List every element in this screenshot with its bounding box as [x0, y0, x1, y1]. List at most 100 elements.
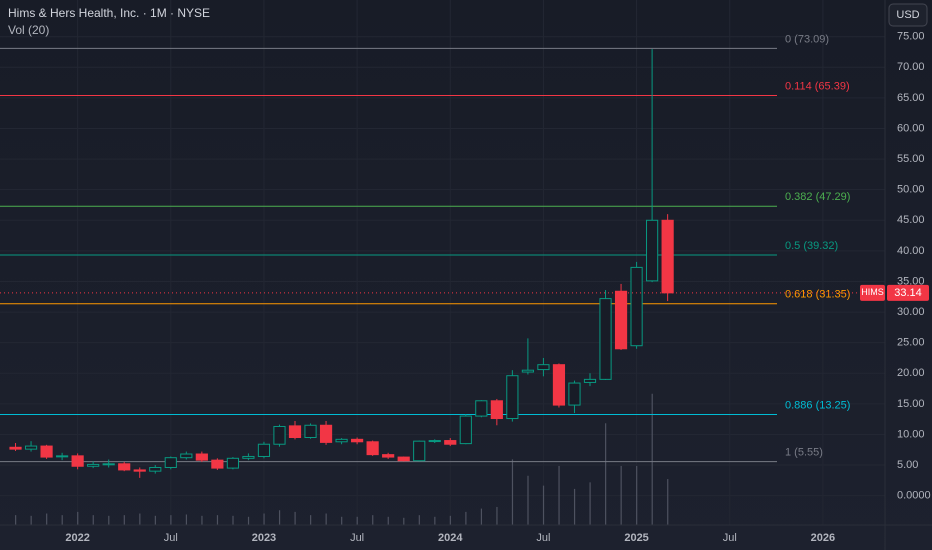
- candle-body: [9, 446, 22, 450]
- volume-bar: [449, 515, 451, 525]
- volume-bar: [310, 515, 312, 525]
- x-tick-label: Jul: [536, 532, 550, 544]
- price-tag: [887, 284, 929, 301]
- volume-bar: [30, 515, 32, 525]
- volume-bar: [651, 393, 653, 525]
- candle-body: [149, 466, 162, 472]
- candle-body: [56, 455, 69, 458]
- x-tick-label: Jul: [164, 532, 178, 544]
- axes: 0.0000 5.00 10.00 15.00 20.00 25.00 30.00 35.00…: [65, 31, 930, 544]
- volume-bar: [263, 513, 265, 525]
- candle-body: [646, 219, 659, 282]
- candle-body: [273, 425, 286, 445]
- volume-bar: [77, 511, 79, 525]
- candle-body: [102, 463, 115, 466]
- volume-bar: [154, 515, 156, 525]
- volume-bar: [123, 515, 125, 525]
- y-tick-label: 30.00: [897, 306, 925, 318]
- symbol-tag-label: HIMS: [861, 287, 884, 297]
- x-tick-label: 2025: [624, 532, 648, 544]
- candle-body: [661, 219, 674, 294]
- volume-bar: [278, 510, 281, 525]
- y-tick-label: 55.00: [897, 153, 925, 165]
- y-tick-label: 20.00: [897, 367, 925, 379]
- volume-bar: [232, 515, 234, 525]
- fib-label: 0.886 (13.25): [785, 399, 850, 411]
- volume-bar: [636, 465, 638, 525]
- volume-bar: [15, 515, 17, 525]
- fib-label: 0 (73.09): [785, 33, 829, 45]
- volume-bar: [92, 515, 94, 525]
- volume-bar: [201, 515, 203, 525]
- volume-bar: [620, 465, 622, 525]
- currency-button[interactable]: [888, 3, 928, 27]
- volume-bar: [558, 465, 560, 525]
- candle-body: [552, 364, 566, 406]
- candle-body: [490, 400, 503, 420]
- x-tick-label: 2023: [252, 532, 276, 544]
- x-tick-label: 2026: [811, 532, 835, 544]
- volume-bar: [511, 459, 514, 525]
- y-tick-label: 35.00: [897, 275, 925, 287]
- candle-body: [211, 459, 224, 469]
- y-tick-label: 25.00: [897, 337, 925, 349]
- volume-bar: [341, 516, 343, 525]
- x-tick-label: Jul: [350, 532, 364, 544]
- fib-label: 1 (5.55): [785, 447, 823, 459]
- candle-body: [304, 424, 317, 438]
- candle-body: [568, 382, 581, 406]
- y-tick-label: 50.00: [897, 184, 925, 196]
- volume-bar: [667, 479, 669, 525]
- candle-body: [459, 415, 472, 445]
- candle-body: [537, 364, 550, 371]
- candle-body: [288, 425, 302, 438]
- y-tick-label: 5.00: [897, 459, 918, 471]
- candle-body: [428, 440, 441, 443]
- volume-bar: [573, 488, 576, 525]
- candle-body: [180, 453, 193, 459]
- volume-bar: [605, 423, 607, 525]
- y-tick-label: 75.00: [897, 31, 925, 43]
- volume-layer: [15, 393, 669, 525]
- y-tick-label: 40.00: [897, 245, 925, 257]
- fib-label: 0.618 (31.35): [785, 289, 850, 301]
- volume-bar: [496, 506, 498, 525]
- candle-body: [40, 445, 53, 458]
- candle-body: [351, 438, 364, 443]
- volume-bar: [356, 516, 358, 525]
- price-tag-label: 33.14: [894, 287, 922, 299]
- candle-body: [599, 298, 612, 380]
- volume-bar: [170, 515, 172, 525]
- candle-body: [583, 378, 597, 383]
- candle-body: [521, 369, 534, 373]
- volume-bar: [216, 515, 219, 525]
- volume-bar: [480, 508, 483, 525]
- candle-body: [242, 455, 255, 459]
- symbol-title: Hims & Hers Health, Inc. · 1M · NYSE: [8, 6, 210, 20]
- indicator-label: Vol (20): [8, 23, 49, 37]
- candle-body: [195, 453, 208, 461]
- candle-body: [397, 456, 410, 462]
- volume-bar: [418, 515, 420, 525]
- volume-bar: [294, 511, 296, 525]
- x-tick-label: 2022: [65, 532, 89, 544]
- volume-bar: [372, 515, 374, 525]
- x-tick-label: 2024: [438, 532, 463, 544]
- volume-bar: [247, 516, 250, 525]
- volume-bar: [542, 485, 545, 525]
- volume-bar: [434, 516, 436, 525]
- fib-label: 0.382 (47.29): [785, 191, 850, 203]
- fib-label: 0.114 (65.39): [785, 80, 850, 92]
- currency-label[interactable]: USD: [896, 9, 919, 21]
- candle-body: [413, 440, 426, 462]
- candle-body: [614, 290, 628, 350]
- candle-body: [475, 400, 488, 417]
- volume-bar: [403, 517, 405, 525]
- volume-bar: [325, 513, 327, 525]
- y-tick-label: 70.00: [897, 61, 925, 73]
- x-tick-label: Jul: [723, 532, 737, 544]
- y-tick-label: 0.0000: [897, 490, 931, 502]
